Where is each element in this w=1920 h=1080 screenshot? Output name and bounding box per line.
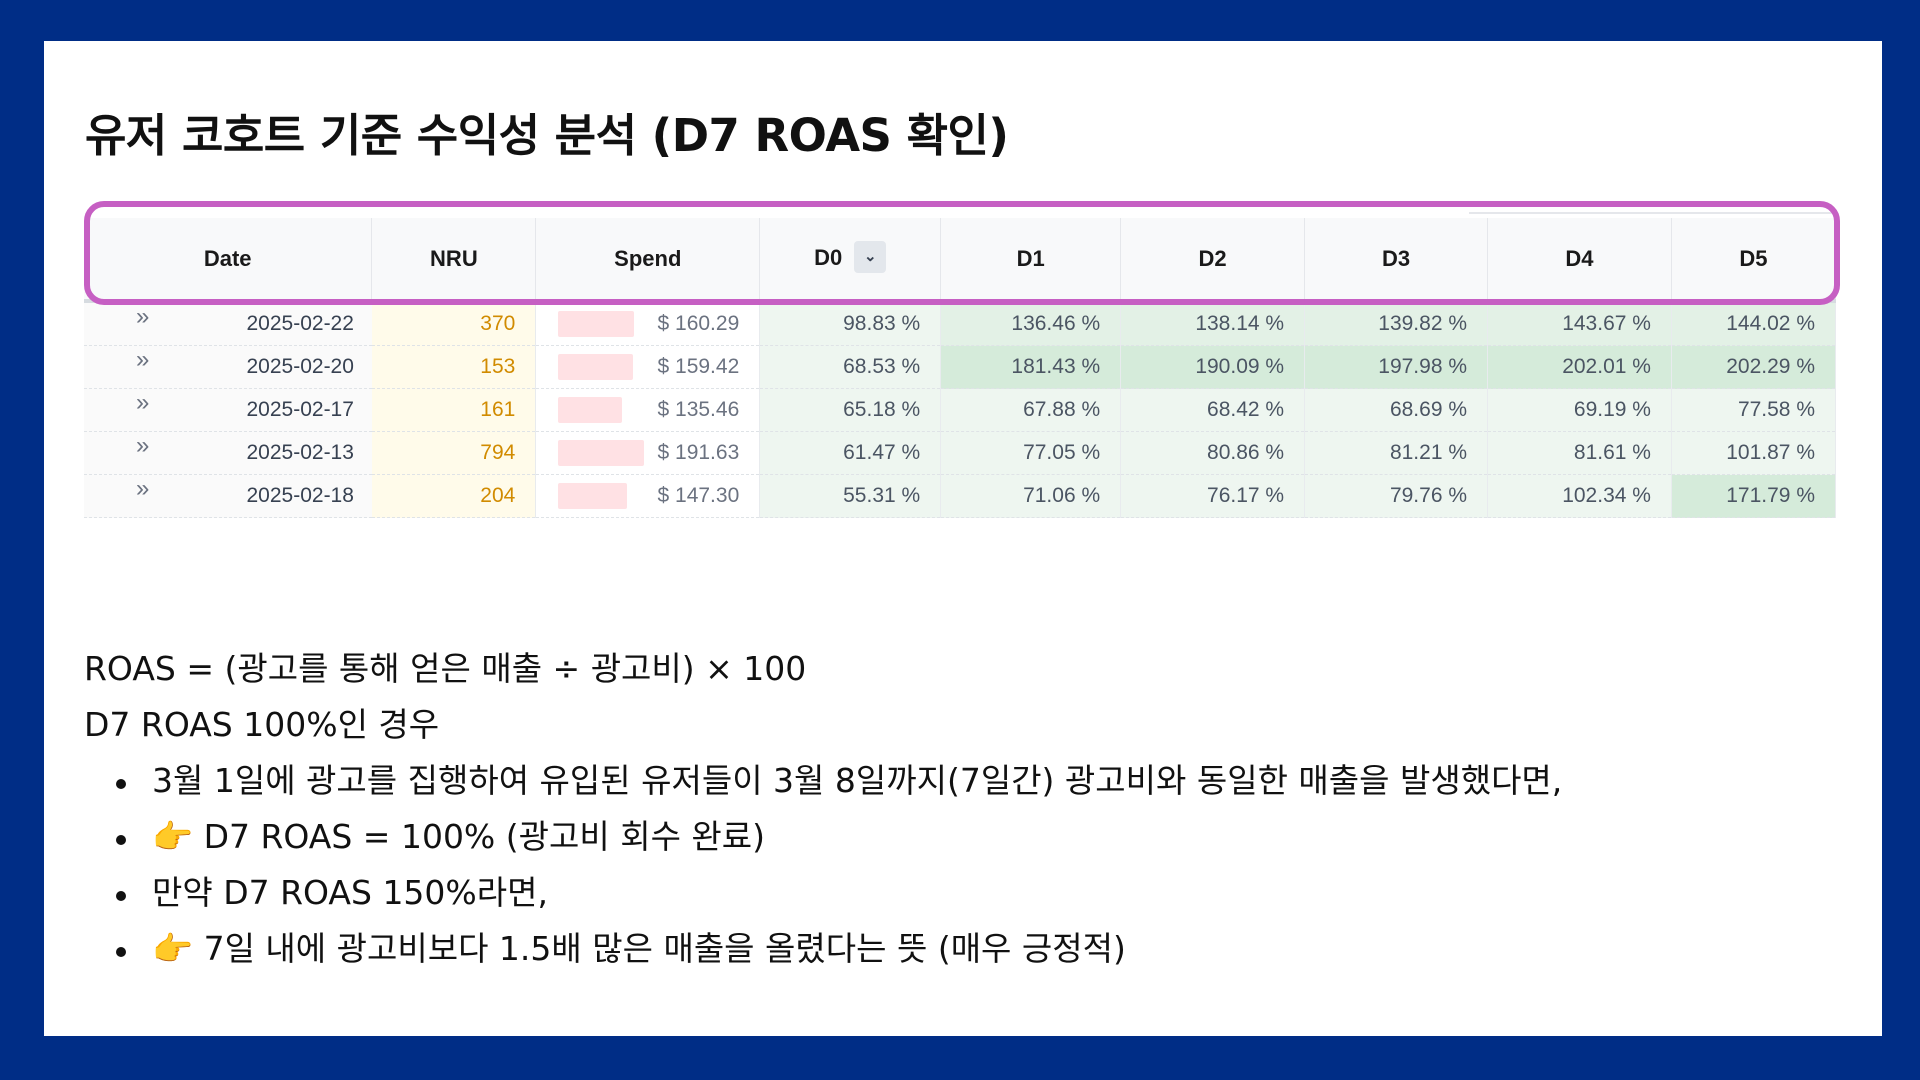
cell-spend: $ 135.46 xyxy=(535,388,761,432)
cohort-roas-table: Date NRU Spend D0 ⌄ D1 D2 D3 D4 D5 » 2025-… xyxy=(84,218,1836,518)
cell-d4: 143.67 % xyxy=(1487,301,1672,346)
cell-d5: 202.29 % xyxy=(1671,345,1836,389)
column-header-date[interactable]: Date xyxy=(84,218,373,303)
cell-d1: 71.06 % xyxy=(940,474,1122,518)
cell-spend: $ 160.29 xyxy=(535,301,761,346)
cell-d1: 77.05 % xyxy=(940,431,1122,475)
cohort-table-container: Date NRU Spend D0 ⌄ D1 D2 D3 D4 D5 » 2025-… xyxy=(84,206,1836,520)
cell-d3: 68.69 % xyxy=(1304,388,1489,432)
case-heading: D7 ROAS 100%인 경우 xyxy=(84,705,440,744)
cell-d5: 171.79 % xyxy=(1671,474,1836,518)
column-header-d0[interactable]: D0 ⌄ xyxy=(759,218,942,303)
cell-d3: 139.82 % xyxy=(1304,301,1489,346)
spend-bar xyxy=(558,483,628,509)
spend-value: $ 160.29 xyxy=(657,312,740,335)
cell-d4: 81.61 % xyxy=(1487,431,1672,475)
cell-d5: 101.87 % xyxy=(1671,431,1836,475)
roas-formula: ROAS = (광고를 통해 얻은 매출 ÷ 광고비) × 100 xyxy=(84,649,807,688)
roas-explanation: ROAS = (광고를 통해 얻은 매출 ÷ 광고비) × 100 D7 ROA… xyxy=(84,641,1562,977)
cell-d2: 76.17 % xyxy=(1120,474,1306,518)
list-item: 3월 1일에 광고를 집행하여 유입된 유저들이 3월 8일까지(7일간) 광고… xyxy=(112,753,1562,809)
cell-d2: 68.42 % xyxy=(1120,388,1306,432)
table-row[interactable]: » 2025-02-13 794 $ 191.63 61.47 % 77.05 % 80.8… xyxy=(84,431,1836,475)
column-header-d2[interactable]: D2 xyxy=(1120,218,1306,303)
table-row[interactable]: » 2025-02-17 161 $ 135.46 65.18 % 67.88 % 68.4… xyxy=(84,388,1836,432)
cell-date: 2025-02-22 xyxy=(246,312,354,335)
spend-bar xyxy=(558,354,634,380)
cell-date: 2025-02-13 xyxy=(246,441,354,464)
cell-date: 2025-02-20 xyxy=(246,355,354,378)
cell-d0: 61.47 % xyxy=(759,431,942,475)
cell-d1: 181.43 % xyxy=(940,345,1122,389)
table-row[interactable]: » 2025-02-18 204 $ 147.30 55.31 % 71.06 % 76.1… xyxy=(84,474,1836,518)
slide: 유저 코호트 기준 수익성 분석 (D7 ROAS 확인) Date NRU S… xyxy=(44,41,1882,1036)
cell-d3: 81.21 % xyxy=(1304,431,1489,475)
cell-spend: $ 147.30 xyxy=(535,474,761,518)
cell-d4: 69.19 % xyxy=(1487,388,1672,432)
cell-d5: 77.58 % xyxy=(1671,388,1836,432)
page-title: 유저 코호트 기준 수익성 분석 (D7 ROAS 확인) xyxy=(85,109,1009,162)
column-header-d4[interactable]: D4 xyxy=(1487,218,1672,303)
cell-d2: 80.86 % xyxy=(1120,431,1306,475)
bullet-list: 3월 1일에 광고를 집행하여 유입된 유저들이 3월 8일까지(7일간) 광고… xyxy=(112,753,1562,977)
cell-spend: $ 191.63 xyxy=(535,431,761,475)
spend-bar xyxy=(558,397,623,423)
cell-nru: 153 xyxy=(371,345,537,389)
cell-nru: 204 xyxy=(371,474,537,518)
cell-d1: 136.46 % xyxy=(940,301,1122,346)
expand-icon[interactable]: » 2025-02-20 xyxy=(84,345,372,389)
cell-nru: 794 xyxy=(371,431,537,475)
column-header-d0-label: D0 xyxy=(814,244,843,270)
expand-icon[interactable]: » 2025-02-18 xyxy=(84,474,372,518)
cell-d0: 68.53 % xyxy=(759,345,942,389)
cell-d3: 79.76 % xyxy=(1304,474,1489,518)
spend-value: $ 159.42 xyxy=(657,355,740,378)
column-header-nru[interactable]: NRU xyxy=(371,218,537,303)
cell-d1: 67.88 % xyxy=(940,388,1122,432)
toolbar-divider xyxy=(1469,212,1836,214)
cell-d4: 202.01 % xyxy=(1487,345,1672,389)
table-header-row: Date NRU Spend D0 ⌄ D1 D2 D3 D4 D5 xyxy=(84,218,1836,303)
list-item: 만약 D7 ROAS 150%라면, xyxy=(112,865,1562,921)
spend-value: $ 147.30 xyxy=(657,484,740,507)
cell-nru: 161 xyxy=(371,388,537,432)
list-item: 👉 D7 ROAS = 100% (광고비 회수 완료) xyxy=(112,809,1562,865)
column-header-spend[interactable]: Spend xyxy=(535,218,761,303)
cell-spend: $ 159.42 xyxy=(535,345,761,389)
cell-date: 2025-02-18 xyxy=(246,484,354,507)
cell-date: 2025-02-17 xyxy=(246,398,354,421)
spend-value: $ 191.63 xyxy=(657,441,740,464)
expand-icon[interactable]: » 2025-02-13 xyxy=(84,431,372,475)
spend-bar xyxy=(558,440,645,466)
expand-icon[interactable]: » 2025-02-22 xyxy=(84,301,372,346)
cell-d2: 190.09 % xyxy=(1120,345,1306,389)
table-row[interactable]: » 2025-02-20 153 $ 159.42 68.53 % 181.43 % 190… xyxy=(84,345,1836,389)
cell-d0: 65.18 % xyxy=(759,388,942,432)
cell-d0: 98.83 % xyxy=(759,301,942,346)
spend-value: $ 135.46 xyxy=(657,398,740,421)
cell-d4: 102.34 % xyxy=(1487,474,1672,518)
list-item: 👉 7일 내에 광고비보다 1.5배 많은 매출을 올렸다는 뜻 (매우 긍정적… xyxy=(112,921,1562,977)
cell-nru: 370 xyxy=(371,301,537,346)
cell-d5: 144.02 % xyxy=(1671,301,1836,346)
chevron-down-icon[interactable]: ⌄ xyxy=(854,240,887,273)
cell-d3: 197.98 % xyxy=(1304,345,1489,389)
column-header-d5[interactable]: D5 xyxy=(1671,218,1836,303)
cell-d2: 138.14 % xyxy=(1120,301,1306,346)
cell-d0: 55.31 % xyxy=(759,474,942,518)
column-header-d1[interactable]: D1 xyxy=(940,218,1122,303)
spend-bar xyxy=(558,311,635,337)
column-header-d3[interactable]: D3 xyxy=(1304,218,1489,303)
expand-icon[interactable]: » 2025-02-17 xyxy=(84,388,372,432)
table-row[interactable]: » 2025-02-22 370 $ 160.29 98.83 % 136.46 % 138… xyxy=(84,301,1836,346)
